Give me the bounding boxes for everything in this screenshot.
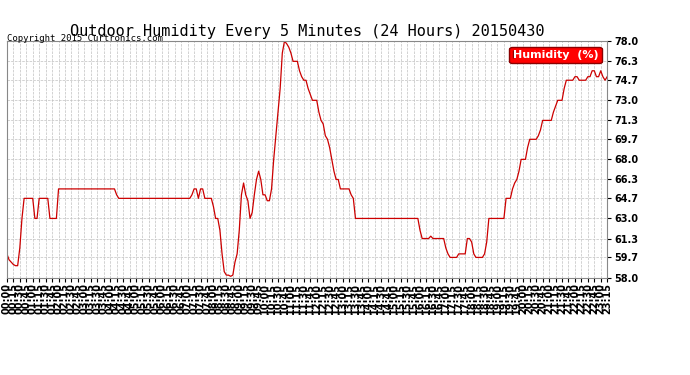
Legend: Humidity  (%): Humidity (%) bbox=[509, 47, 602, 63]
Text: Copyright 2015 Curtronics.com: Copyright 2015 Curtronics.com bbox=[7, 34, 163, 43]
Title: Outdoor Humidity Every 5 Minutes (24 Hours) 20150430: Outdoor Humidity Every 5 Minutes (24 Hou… bbox=[70, 24, 544, 39]
